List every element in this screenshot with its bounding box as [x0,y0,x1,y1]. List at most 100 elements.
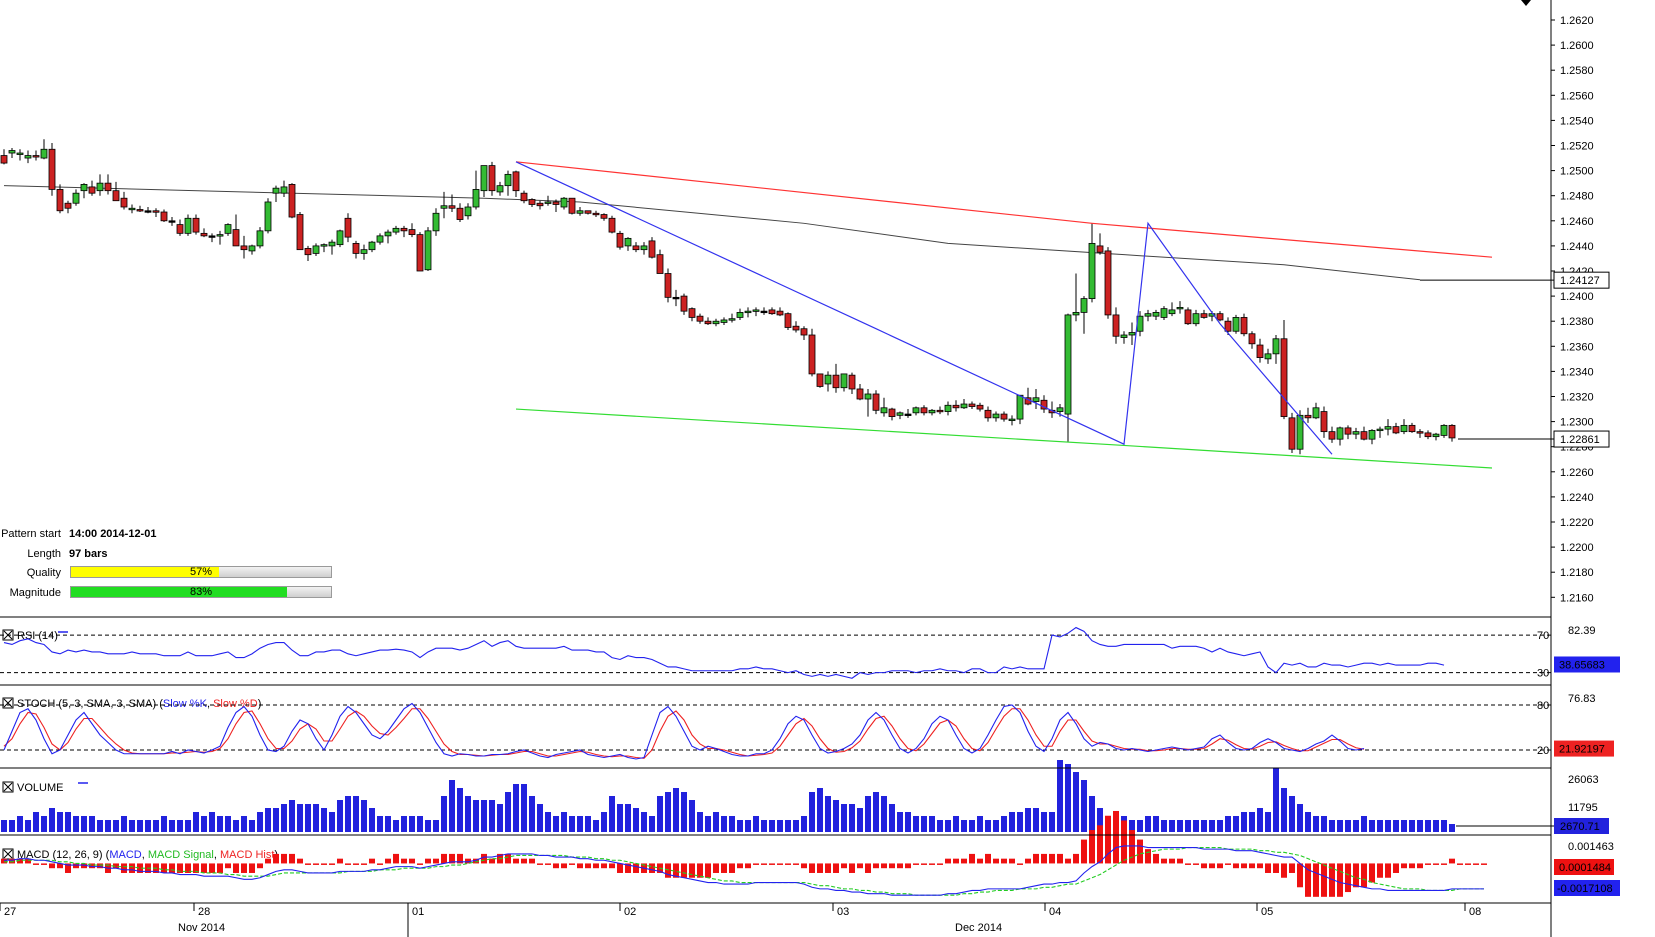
candle [872,390,880,415]
candle [960,399,968,410]
candle [184,214,192,236]
candle-body [256,230,264,247]
candle-body [1016,394,1024,420]
volume-bar [1401,820,1407,832]
macd-hist-bar [833,863,839,873]
macd-hist-bar [681,863,687,878]
macd-hist-bar [649,863,655,873]
candle [48,142,56,196]
volume-bar [1009,812,1015,832]
quality-label: Quality [26,567,61,579]
macd-hist-bar [1217,863,1223,869]
volume-bar [1025,808,1031,832]
macd-hist-bar [785,863,791,865]
volume-bar [1273,768,1279,832]
magnitude-bar-fill [71,587,287,597]
macd-hist-bar [801,863,807,869]
stoch-label-group: STOCH (5, 3, SMA, 3, SMA) (Slow %K, Slow… [17,698,261,710]
macd-hist-bar [521,858,527,864]
macd-signal-line [4,846,1484,896]
candle [1448,424,1456,442]
volume-bar [521,784,527,832]
candle [808,328,816,377]
candle-body [288,184,296,218]
candle-body [552,201,560,205]
price-tick-label: 1.2200 [1560,542,1594,554]
scroll-arrow-icon[interactable] [1521,0,1531,6]
volume-bar [361,800,367,832]
close-icon[interactable] [3,782,13,792]
macd-hist-bar [1145,849,1151,864]
volume-bar [145,820,151,832]
stoch-k-line [3,702,1365,760]
candle-body [488,165,496,192]
candle [432,208,440,236]
candle-body [1072,312,1080,316]
day-label: 28 [198,906,210,918]
macd-hist-bar [9,858,15,864]
candle-body [1184,309,1192,325]
candle [104,174,112,195]
candle [72,189,80,206]
candle-body [456,207,464,220]
candle-body [1448,424,1456,439]
macd-hist-bar [193,863,199,873]
volume-bar [457,788,463,832]
candle [384,229,392,244]
macd-hist-bar [609,863,615,869]
volume-scale-mid: 11795 [1568,802,1598,814]
macd-hist-bar [1049,853,1055,864]
volume-bar [761,820,767,832]
volume-bar [593,820,599,832]
candle [1352,427,1360,440]
rsi-level-label: 70 [1537,630,1549,642]
macd-hist-bar [1169,858,1175,864]
candle [312,243,320,256]
macd-hist-bar [1449,858,1455,864]
macd-hist-bar [1417,863,1423,869]
candle-body [1192,313,1200,325]
macd-hist-bar [921,863,927,865]
candle-body [248,245,256,252]
close-icon[interactable] [3,698,13,708]
volume-bar [513,784,519,832]
macd-hist-bar [1001,858,1007,864]
candle [800,326,808,341]
volume-bar [993,820,999,832]
candle-body [1000,413,1008,420]
macd-hist-bar [297,858,303,864]
candle-body [896,412,904,416]
volume-label: VOLUME [17,782,63,794]
candle-body [536,202,544,207]
price-tick-label: 1.2360 [1560,341,1594,353]
volume-bar [121,816,127,832]
volume-bar [777,820,783,832]
volume-bar [1321,816,1327,832]
candle-body [840,373,848,389]
macd-hist-bar [1465,863,1471,865]
macd-hist-bar [745,863,751,869]
close-icon[interactable] [3,849,13,859]
candle-body [1208,313,1216,317]
volume-bar [921,816,927,832]
day-label: 02 [624,906,636,918]
candle-body [1336,427,1344,440]
candle [240,235,248,259]
volume-bar [1081,780,1087,832]
candle-body [216,234,224,237]
volume-bar [233,820,239,832]
candle [1368,429,1376,445]
candle [24,150,32,164]
candle [320,243,328,253]
candle [392,225,400,235]
volume-bar [113,820,119,832]
candle-body [344,217,352,238]
volume-bar [281,804,287,832]
macd-hist-bar [513,858,519,864]
candle-body [960,403,968,409]
candle [704,317,712,325]
volume-bar [489,800,495,832]
candle [696,313,704,324]
candle [784,312,792,330]
candle [1320,406,1328,438]
